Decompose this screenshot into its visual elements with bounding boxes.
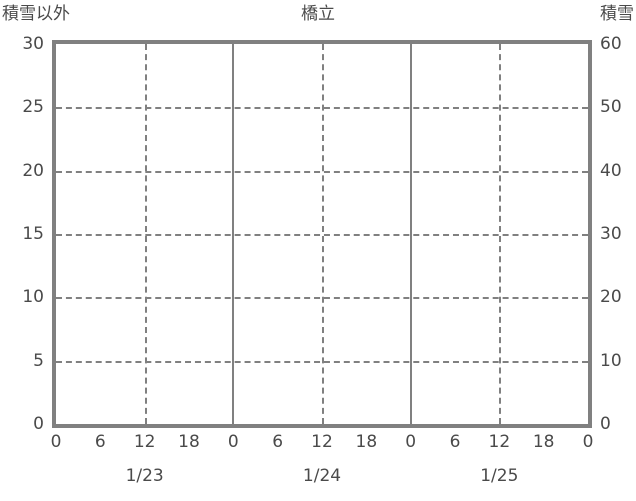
x-axis-tick-label: 18 [532,432,555,452]
x-axis-tick-label: 0 [227,432,239,452]
left-axis-tick-label: 15 [22,224,44,244]
x-axis-tick-label: 0 [50,432,62,452]
left-axis-tick-label: 25 [22,97,44,118]
right-axis-tick-label: 30 [600,224,622,244]
x-axis-tick-label: 6 [94,432,106,452]
gridline-day-boundary [409,44,412,424]
x-axis-tick-label: 12 [133,432,156,452]
gridline-vertical [322,44,324,424]
right-axis-tick-label: 50 [600,97,622,118]
plot-area [52,40,592,428]
x-axis-day-label: 1/25 [480,466,519,486]
x-axis-tick-label: 0 [405,432,417,452]
right-axis-tick-label: 10 [600,350,622,371]
x-axis-tick-label: 0 [582,432,594,452]
right-axis-tick-label: 60 [600,34,622,54]
right-axis-tick-label: 40 [600,160,622,181]
x-axis-tick-label: 12 [488,432,511,452]
x-axis-tick-label: 12 [311,432,333,452]
x-axis-day-label: 1/24 [302,466,342,486]
left-axis-tick-label: 20 [22,160,44,181]
x-axis-tick-label: 6 [272,432,284,452]
left-axis-tick-label: 5 [33,350,44,371]
gridline-day-boundary [232,44,235,424]
gridline-vertical [499,44,502,424]
left-axis-tick-label: 0 [33,414,44,434]
right-axis-label: 積雪 [600,4,634,24]
left-axis-tick-label: 30 [22,34,44,54]
right-axis-tick-label: 0 [600,414,611,434]
x-axis-tick-label: 6 [449,432,461,452]
gridlines-layer [56,44,588,424]
right-axis-tick-label: 20 [600,287,622,308]
chart-title: 橋立 [301,4,335,24]
left-axis-tick-label: 10 [22,287,44,308]
x-axis-tick-label: 18 [355,432,378,452]
left-axis-label: 積雪以外 [2,4,70,24]
x-axis-day-label: 1/23 [125,466,164,486]
x-axis-tick-label: 18 [178,432,200,452]
gridline-vertical [144,44,147,424]
